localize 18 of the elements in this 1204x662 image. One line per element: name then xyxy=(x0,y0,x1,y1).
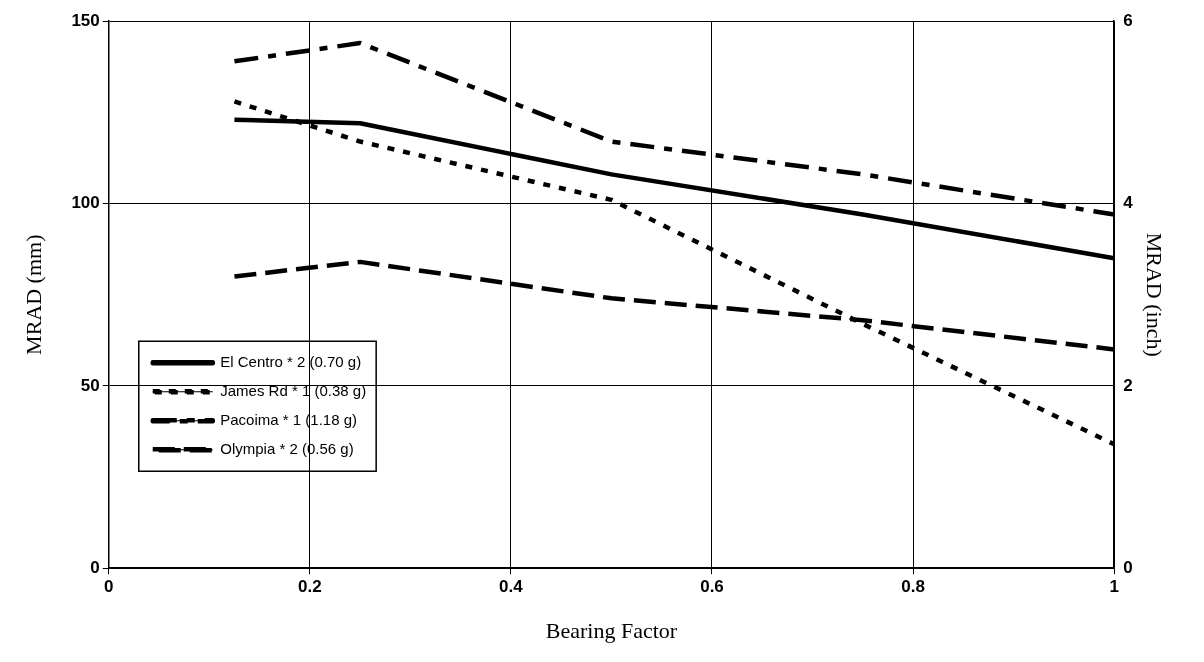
y-tick-label: 100 xyxy=(71,193,100,213)
y2-tick-label: 0 xyxy=(1123,557,1133,577)
x-tick-label: 0.2 xyxy=(298,577,322,597)
x-tick-label: 0.6 xyxy=(700,577,724,597)
y2-tick-label: 2 xyxy=(1123,375,1133,395)
y-axis-title: MRAD (mm) xyxy=(20,234,46,355)
x-tick-label: 0 xyxy=(104,577,114,597)
y2-axis-title: MRAD (inch) xyxy=(1142,232,1168,357)
x-tick-label: 0.8 xyxy=(901,577,925,597)
y-tick-label: 150 xyxy=(71,10,100,30)
y-tick-label: 50 xyxy=(80,375,100,395)
x-axis-title: Bearing Factor xyxy=(545,617,678,643)
x-tick-label: 0.4 xyxy=(499,577,524,597)
y2-tick-label: 6 xyxy=(1123,10,1133,30)
y-tick-label: 0 xyxy=(90,557,100,577)
legend-label: El Centro * 2 (0.70 g) xyxy=(220,352,362,370)
x-tick-label: 1 xyxy=(1109,577,1119,597)
y2-tick-label: 4 xyxy=(1123,193,1134,213)
